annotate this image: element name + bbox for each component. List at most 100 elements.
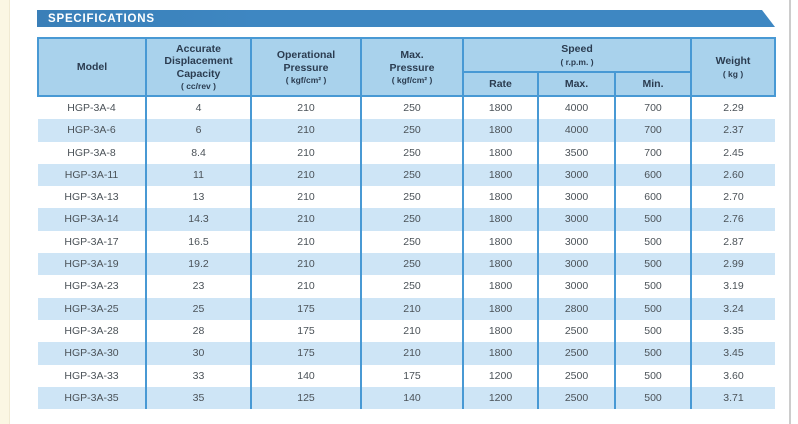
cell-max-pressure: 140 bbox=[360, 386, 463, 410]
header-label: Weight bbox=[715, 55, 751, 68]
cell-model: HGP-3A-4 bbox=[38, 96, 146, 120]
cell-speed-rate: 1800 bbox=[462, 119, 538, 142]
cell-model: HGP-3A-6 bbox=[38, 119, 146, 142]
cell-speed-max: 4000 bbox=[537, 119, 615, 142]
cell-speed-min: 500 bbox=[614, 297, 691, 320]
cell-weight: 2.99 bbox=[690, 253, 775, 276]
cell-max-pressure: 250 bbox=[360, 275, 463, 298]
cell-weight: 2.70 bbox=[690, 186, 775, 209]
header-label: Model bbox=[76, 60, 108, 73]
cell-max-pressure: 250 bbox=[360, 119, 463, 142]
col-header-capacity: Accurate Displacement Capacity ( cc/rev … bbox=[145, 37, 252, 97]
cell-speed-min: 500 bbox=[614, 364, 691, 387]
cell-capacity: 14.3 bbox=[145, 208, 251, 231]
cell-speed-min: 700 bbox=[614, 96, 691, 120]
cell-model: HGP-3A-8 bbox=[38, 141, 146, 164]
header-label: Max. Pressure bbox=[389, 48, 435, 74]
cell-model: HGP-3A-33 bbox=[38, 364, 146, 387]
header-unit: ( kg ) bbox=[722, 68, 744, 79]
cell-model: HGP-3A-11 bbox=[38, 163, 146, 187]
cell-model: HGP-3A-35 bbox=[38, 386, 146, 410]
cell-speed-max: 3500 bbox=[537, 141, 615, 164]
cell-op-pressure: 140 bbox=[250, 364, 361, 387]
cell-speed-min: 500 bbox=[614, 319, 691, 343]
cell-model: HGP-3A-14 bbox=[38, 208, 146, 231]
cell-capacity: 6 bbox=[145, 119, 251, 142]
cell-op-pressure: 175 bbox=[250, 297, 361, 320]
cell-weight: 3.24 bbox=[690, 297, 775, 320]
cell-capacity: 19.2 bbox=[145, 253, 251, 276]
cell-weight: 2.45 bbox=[690, 141, 775, 164]
cell-weight: 3.19 bbox=[690, 275, 775, 298]
table-row: HGP-3A-14 14.3 210 250 1800 3000 500 2.76 bbox=[38, 208, 775, 231]
cell-capacity: 23 bbox=[145, 275, 251, 298]
cell-model: HGP-3A-28 bbox=[38, 319, 146, 343]
cell-speed-rate: 1800 bbox=[462, 297, 538, 320]
header-unit: ( r.p.m. ) bbox=[560, 56, 594, 67]
cell-speed-max: 2800 bbox=[537, 297, 615, 320]
col-header-operational-pressure: Operational Pressure ( kgf/cm² ) bbox=[250, 37, 362, 97]
specifications-table: Model Accurate Displacement Capacity ( c… bbox=[37, 37, 776, 410]
cell-capacity: 30 bbox=[145, 342, 251, 365]
cell-speed-rate: 1200 bbox=[462, 386, 538, 410]
cell-weight: 2.76 bbox=[690, 208, 775, 231]
cell-op-pressure: 210 bbox=[250, 96, 361, 120]
cell-op-pressure: 210 bbox=[250, 186, 361, 209]
cell-capacity: 13 bbox=[145, 186, 251, 209]
cell-speed-min: 500 bbox=[614, 230, 691, 254]
col-header-speed-group: Speed ( r.p.m. ) bbox=[462, 37, 692, 73]
table-row: HGP-3A-8 8.4 210 250 1800 3500 700 2.45 bbox=[38, 141, 775, 164]
cell-speed-min: 500 bbox=[614, 342, 691, 365]
cell-capacity: 16.5 bbox=[145, 230, 251, 254]
table-row: HGP-3A-23 23 210 250 1800 3000 500 3.19 bbox=[38, 275, 775, 298]
table-row: HGP-3A-25 25 175 210 1800 2800 500 3.24 bbox=[38, 297, 775, 320]
cell-speed-max: 2500 bbox=[537, 342, 615, 365]
cell-max-pressure: 250 bbox=[360, 163, 463, 187]
table-row: HGP-3A-35 35 125 140 1200 2500 500 3.71 bbox=[38, 386, 775, 410]
cell-speed-max: 3000 bbox=[537, 208, 615, 231]
cell-op-pressure: 210 bbox=[250, 253, 361, 276]
cell-model: HGP-3A-30 bbox=[38, 342, 146, 365]
table-row: HGP-3A-17 16.5 210 250 1800 3000 500 2.87 bbox=[38, 230, 775, 254]
header-label: Accurate Displacement Capacity bbox=[164, 42, 233, 80]
cell-speed-rate: 1800 bbox=[462, 186, 538, 209]
cell-max-pressure: 250 bbox=[360, 230, 463, 254]
cell-speed-max: 3000 bbox=[537, 186, 615, 209]
cell-speed-min: 700 bbox=[614, 141, 691, 164]
cell-speed-rate: 1800 bbox=[462, 275, 538, 298]
cell-speed-rate: 1800 bbox=[462, 163, 538, 187]
cell-capacity: 35 bbox=[145, 386, 251, 410]
cell-op-pressure: 175 bbox=[250, 342, 361, 365]
section-title: SPECIFICATIONS bbox=[48, 12, 155, 25]
page-edge-line bbox=[789, 0, 791, 424]
cell-speed-max: 2500 bbox=[537, 319, 615, 343]
cell-speed-max: 2500 bbox=[537, 364, 615, 387]
cell-weight: 3.71 bbox=[690, 386, 775, 410]
cell-capacity: 8.4 bbox=[145, 141, 251, 164]
cell-capacity: 25 bbox=[145, 297, 251, 320]
cell-speed-max: 3000 bbox=[537, 230, 615, 254]
header-unit: ( kgf/cm² ) bbox=[391, 75, 433, 86]
cell-speed-min: 600 bbox=[614, 186, 691, 209]
page-margin-strip bbox=[0, 0, 10, 424]
cell-speed-rate: 1800 bbox=[462, 208, 538, 231]
cell-max-pressure: 250 bbox=[360, 253, 463, 276]
cell-max-pressure: 210 bbox=[360, 297, 463, 320]
cell-weight: 2.29 bbox=[690, 96, 775, 120]
cell-max-pressure: 250 bbox=[360, 186, 463, 209]
cell-model: HGP-3A-17 bbox=[38, 230, 146, 254]
cell-max-pressure: 210 bbox=[360, 342, 463, 365]
cell-max-pressure: 250 bbox=[360, 208, 463, 231]
cell-speed-max: 3000 bbox=[537, 275, 615, 298]
table-row: HGP-3A-4 4 210 250 1800 4000 700 2.29 bbox=[38, 96, 775, 120]
cell-speed-rate: 1800 bbox=[462, 96, 538, 120]
cell-capacity: 28 bbox=[145, 319, 251, 343]
cell-op-pressure: 210 bbox=[250, 119, 361, 142]
cell-speed-min: 500 bbox=[614, 208, 691, 231]
cell-speed-rate: 1800 bbox=[462, 319, 538, 343]
cell-speed-rate: 1800 bbox=[462, 253, 538, 276]
cell-max-pressure: 250 bbox=[360, 96, 463, 120]
cell-capacity: 11 bbox=[145, 163, 251, 187]
cell-speed-min: 600 bbox=[614, 163, 691, 187]
cell-weight: 3.60 bbox=[690, 364, 775, 387]
